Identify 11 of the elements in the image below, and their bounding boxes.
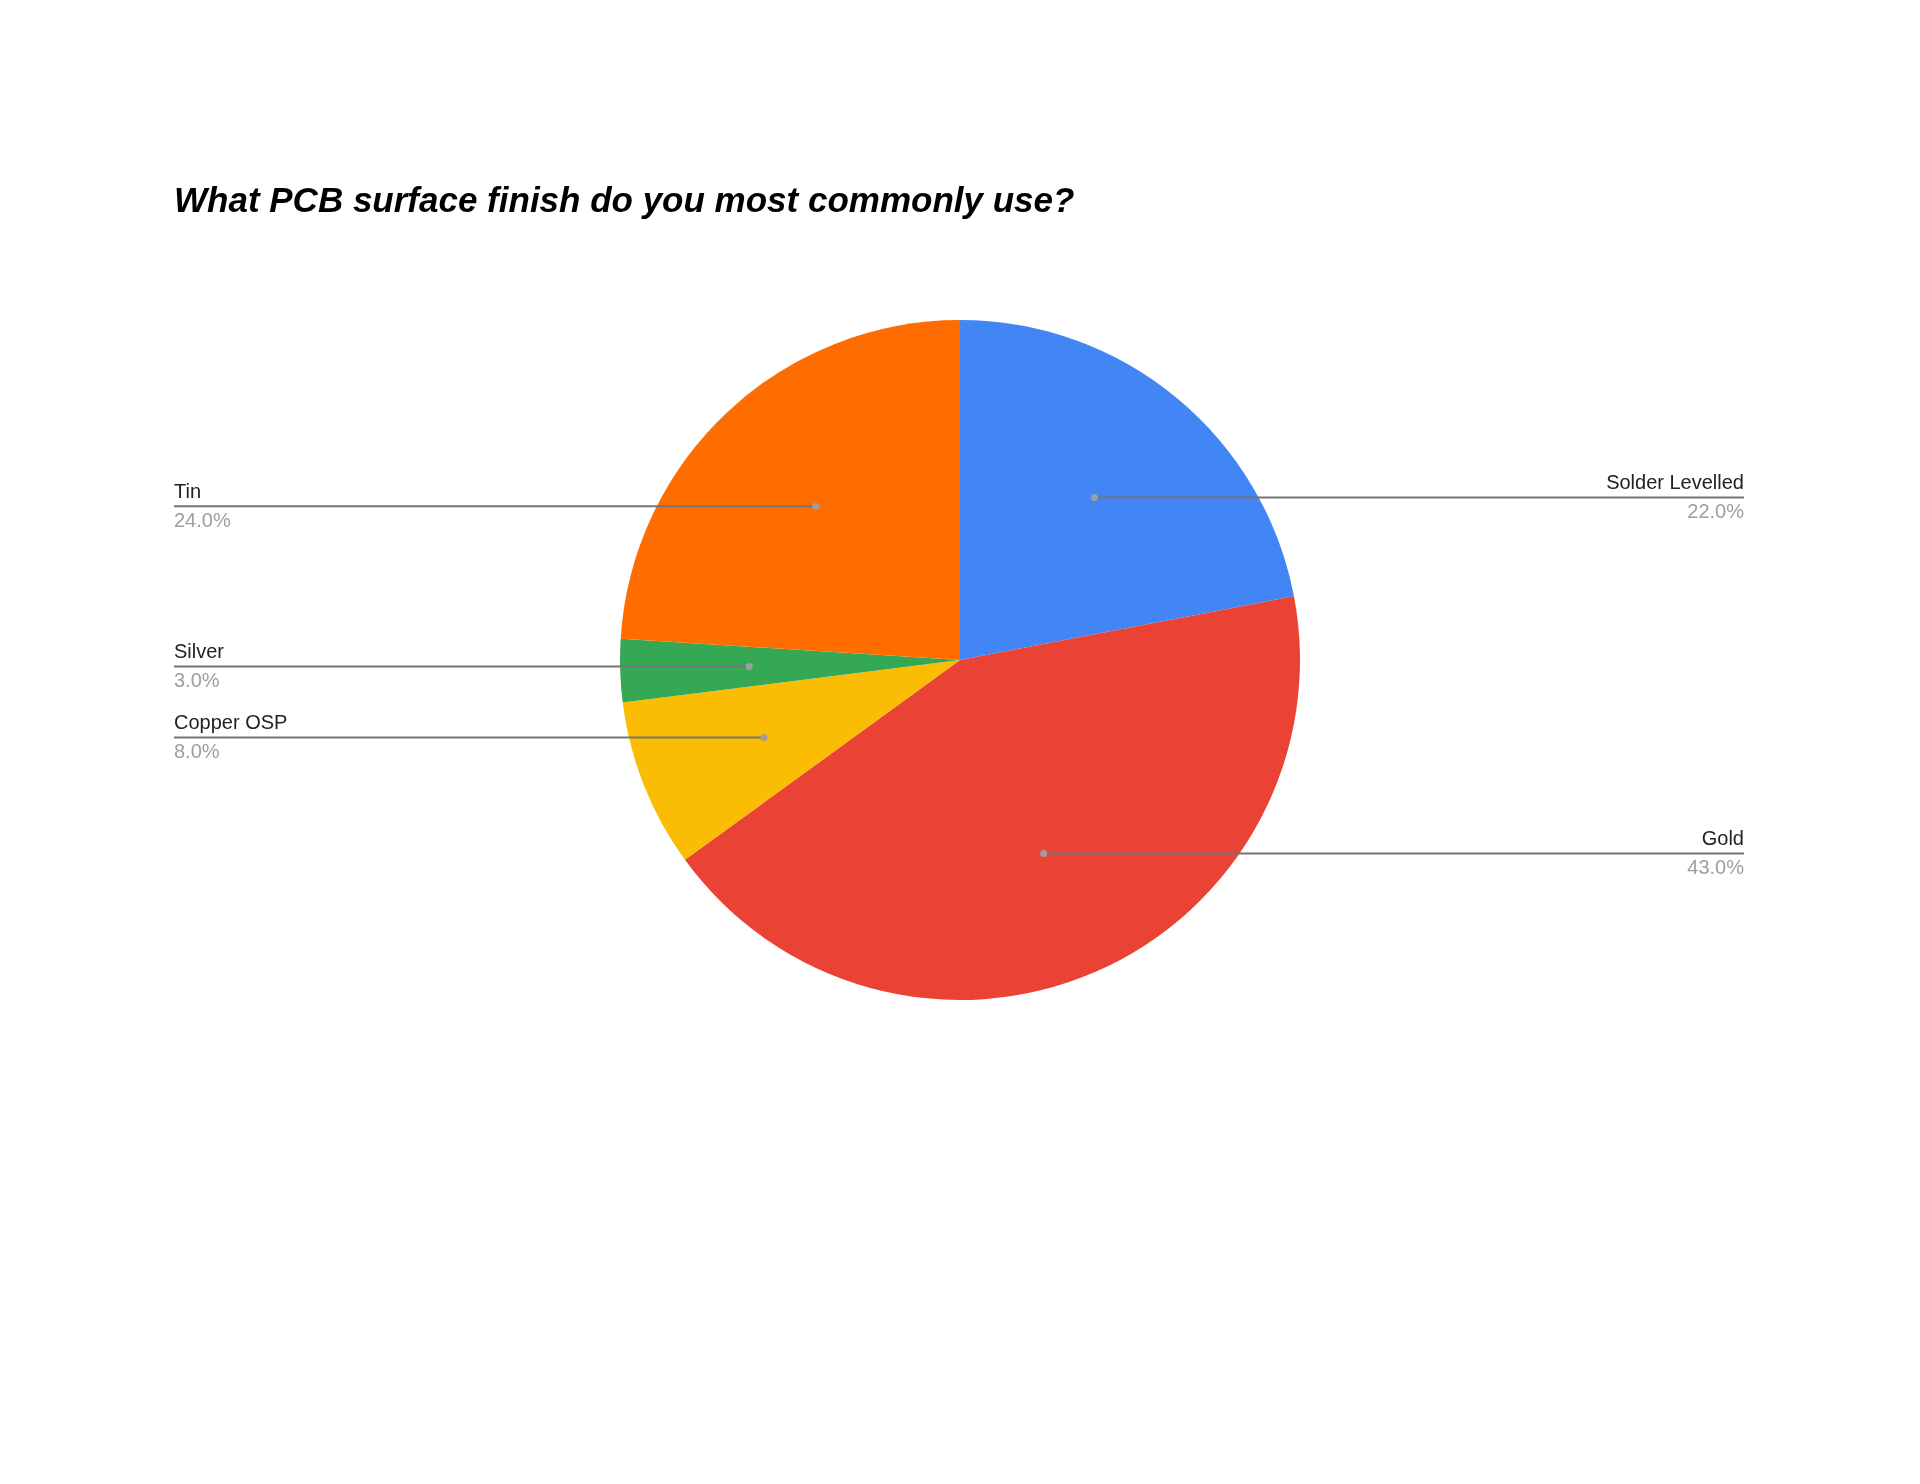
data-label: 22.0% [1687, 500, 1745, 523]
slice-label: Tin [174, 479, 202, 502]
data-label: 43.0% [1687, 855, 1745, 878]
chart-title: What PCB surface finish do you most commonly use? [174, 180, 1075, 220]
data-label: 24.0% [174, 508, 231, 531]
slice-label: Solder Levelled [1606, 471, 1744, 494]
data-label: 8.0% [174, 740, 220, 763]
slice-label: Silver [174, 640, 225, 663]
slice-label: Gold [1701, 826, 1744, 849]
data-label: 3.0% [174, 669, 220, 692]
slice-label: Copper OSP [174, 711, 288, 734]
